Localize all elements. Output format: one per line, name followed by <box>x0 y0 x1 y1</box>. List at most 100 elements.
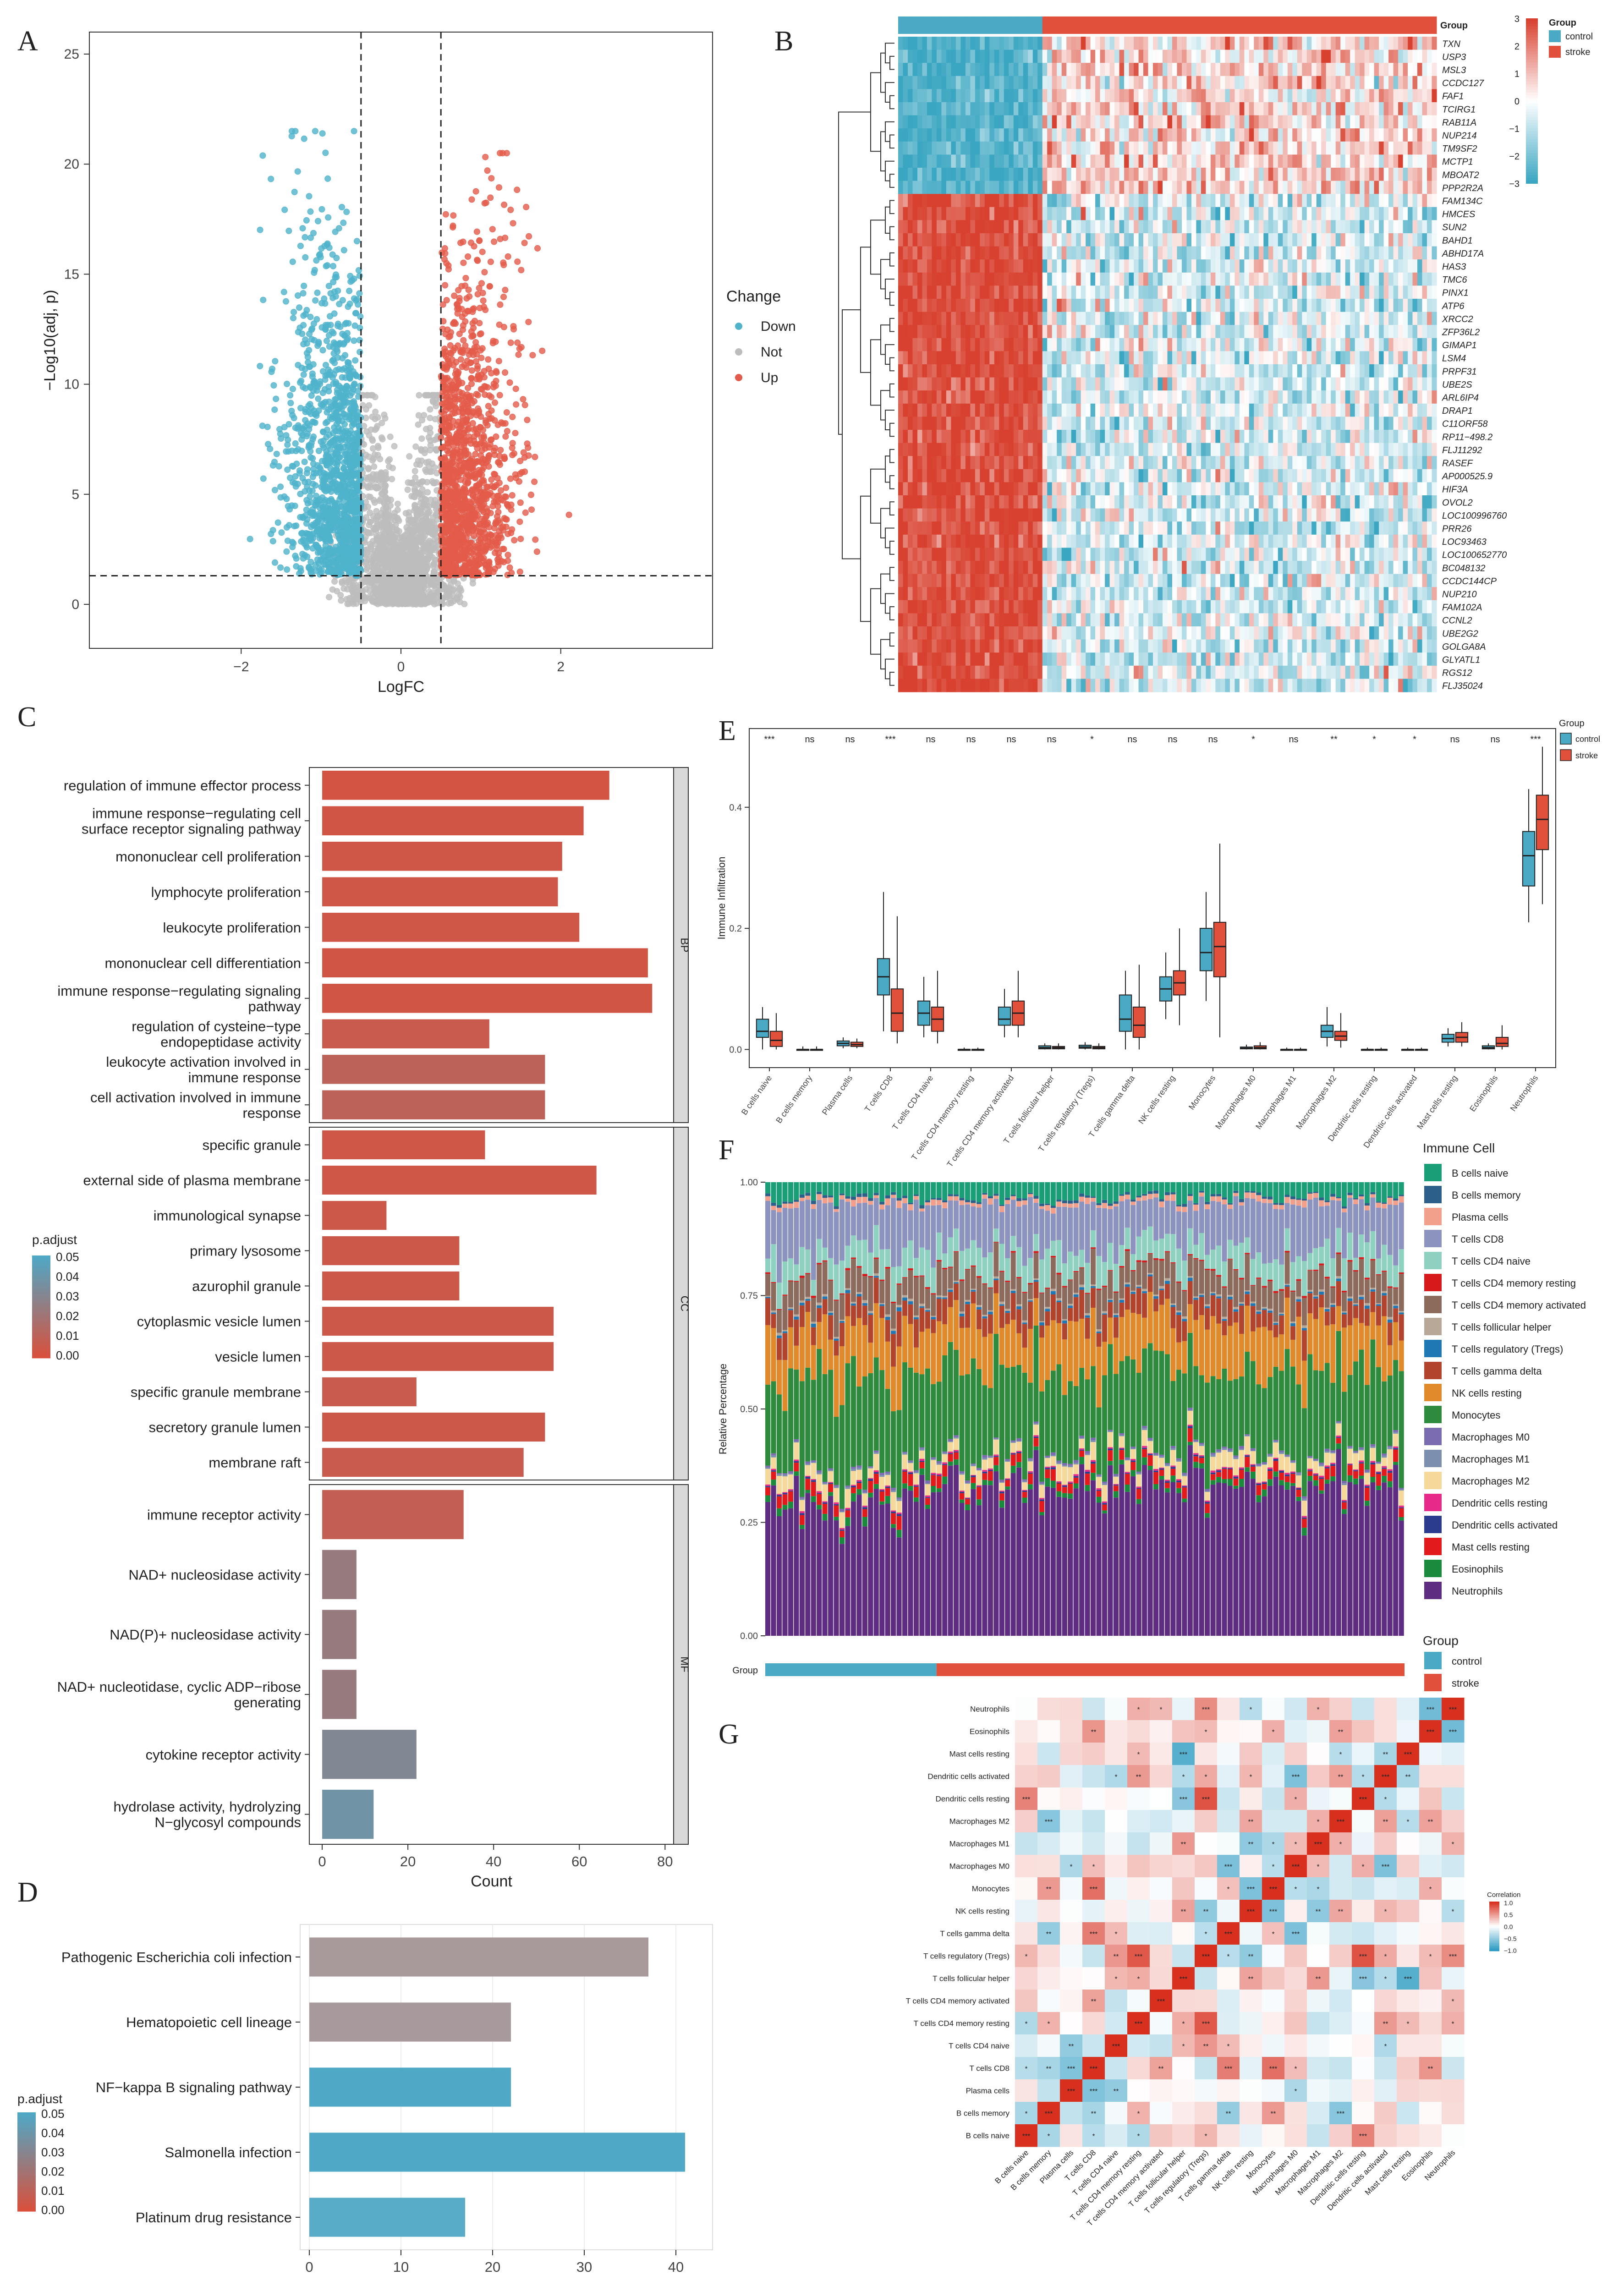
group-annotation-cell <box>932 16 937 34</box>
volcano-point <box>445 444 452 451</box>
volcano-point <box>320 400 327 407</box>
heatmap-cell <box>1432 76 1437 89</box>
heatmap-cell <box>1182 76 1187 89</box>
group-annotation-cell <box>917 16 922 34</box>
volcano-point <box>492 565 498 572</box>
volcano-point <box>291 523 298 530</box>
heatmap-cell <box>1124 37 1130 50</box>
heatmap-cell <box>1109 63 1115 77</box>
heatmap-cell <box>1331 63 1336 77</box>
heatmap-cell <box>970 76 976 89</box>
x-axis-label: LogFC <box>378 678 424 696</box>
heatmap-cell <box>1278 63 1283 77</box>
volcano-point <box>421 539 428 546</box>
volcano-point <box>512 385 519 392</box>
volcano-point <box>353 436 360 443</box>
volcano-point <box>351 337 357 344</box>
heatmap-cell <box>1225 76 1230 89</box>
volcano-point <box>502 433 509 440</box>
volcano-point <box>369 392 376 399</box>
volcano-point <box>284 566 291 573</box>
heatmap-cell <box>1047 37 1053 50</box>
heatmap-cell <box>1114 63 1120 77</box>
heatmap-cell <box>1345 63 1350 77</box>
heatmap-cell <box>980 63 985 77</box>
heatmap-cell <box>1013 63 1019 77</box>
volcano-point <box>503 484 510 491</box>
group-annotation-cell <box>1254 16 1259 34</box>
heatmap-cell <box>1360 76 1365 89</box>
heatmap-cell <box>946 76 951 89</box>
heatmap-cell <box>1374 63 1379 77</box>
group-annotation-cell <box>1321 16 1327 34</box>
heatmap-cell <box>1345 49 1350 63</box>
group-annotation-cell <box>1210 16 1216 34</box>
heatmap-cell <box>1254 76 1259 89</box>
heatmap-cell <box>1340 76 1346 89</box>
volcano-point <box>284 380 291 387</box>
heatmap-cell <box>960 63 966 77</box>
heatmap-cell <box>1263 76 1269 89</box>
volcano-point <box>408 516 415 523</box>
volcano-point <box>512 471 519 478</box>
volcano-point <box>468 380 475 387</box>
volcano-point <box>269 538 276 545</box>
volcano-point <box>306 564 313 570</box>
volcano-point <box>335 225 342 232</box>
volcano-point <box>462 274 469 281</box>
heatmap-cell <box>1009 37 1014 50</box>
heatmap-cell <box>951 63 956 77</box>
heatmap-cell <box>1364 37 1370 50</box>
volcano-point <box>374 452 381 459</box>
volcano-point <box>489 226 496 233</box>
heatmap-cell <box>1388 76 1394 89</box>
heatmap-cell <box>1383 49 1389 63</box>
heatmap-cell <box>1037 49 1043 63</box>
volcano-point <box>269 462 276 469</box>
group-annotation-cell <box>1432 16 1437 34</box>
volcano-point <box>503 493 510 500</box>
heatmap-cell <box>1095 37 1101 50</box>
heatmap-cell <box>1124 76 1130 89</box>
volcano-point <box>446 423 453 430</box>
heatmap-cell <box>1109 37 1115 50</box>
volcano-point <box>368 579 375 586</box>
heatmap-cell <box>1278 49 1283 63</box>
heatmap-cell <box>1335 49 1341 63</box>
volcano-point <box>517 536 524 543</box>
heatmap-cell <box>1229 37 1235 50</box>
group-annotation-cell <box>1383 16 1389 34</box>
volcano-point <box>420 592 426 598</box>
volcano-point <box>406 555 413 562</box>
heatmap-cell <box>1239 37 1245 50</box>
heatmap-cell <box>1254 37 1259 50</box>
heatmap-cell <box>1163 37 1168 50</box>
volcano-point <box>449 402 455 409</box>
volcano-point <box>419 560 426 567</box>
volcano-point <box>277 483 284 490</box>
volcano-point <box>372 587 379 594</box>
heatmap-cell <box>898 37 904 50</box>
heatmap-cell <box>932 37 937 50</box>
volcano-point <box>476 237 483 244</box>
heatmap-cell <box>1350 63 1355 77</box>
volcano-point <box>339 374 346 381</box>
volcano-point <box>377 496 384 503</box>
volcano-point <box>298 364 305 371</box>
volcano-point <box>450 454 456 460</box>
heatmap-cell <box>1186 63 1192 77</box>
volcano-point <box>280 289 287 296</box>
heatmap-cell <box>1018 49 1024 63</box>
heatmap-cell <box>1196 63 1202 77</box>
heatmap-cell <box>1100 63 1105 77</box>
heatmap-cell <box>1052 49 1057 63</box>
volcano-point <box>439 481 445 488</box>
group-annotation-cell <box>936 16 942 34</box>
heatmap-cell <box>999 63 1004 77</box>
volcano-point <box>431 437 438 444</box>
heatmap-cell <box>1321 37 1327 50</box>
volcano-point <box>488 482 495 489</box>
volcano-point <box>319 130 326 137</box>
group-annotation-cell <box>1239 16 1245 34</box>
volcano-point <box>503 523 510 530</box>
